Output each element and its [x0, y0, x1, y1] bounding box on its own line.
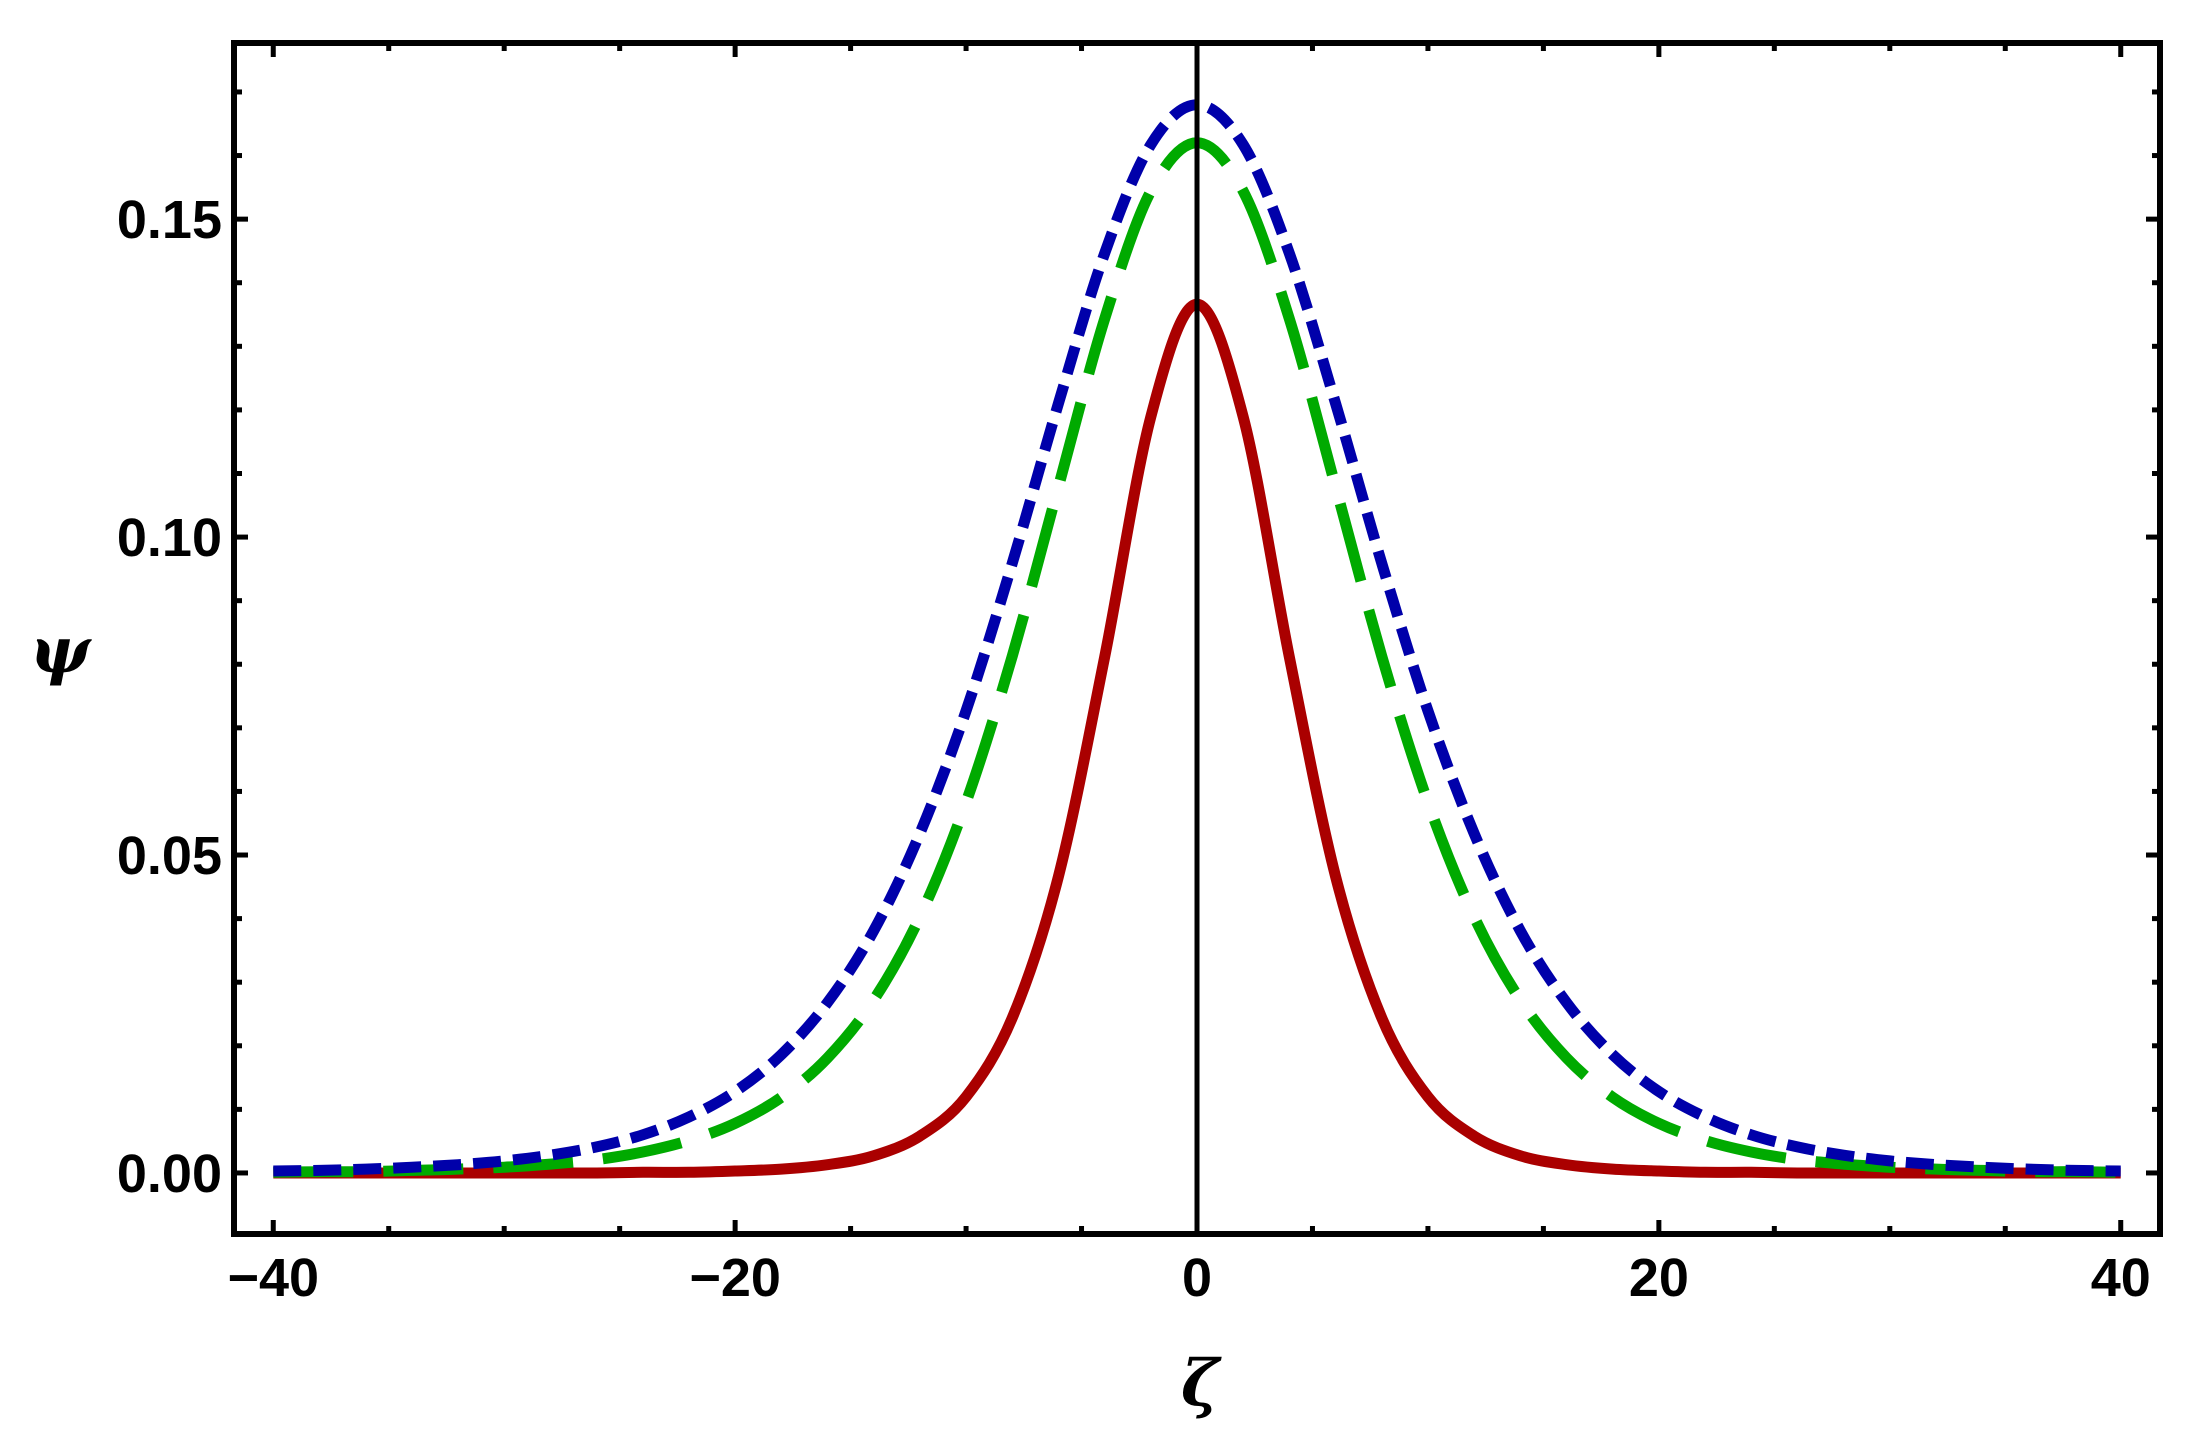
x-tick-label: −40: [227, 1248, 319, 1308]
x-tick-label: −20: [689, 1248, 781, 1308]
x-tick-label: 20: [1629, 1248, 1689, 1308]
y-tick-labels: 0.00 0.05 0.10 0.15: [117, 190, 222, 1204]
y-tick-label: 0.05: [117, 826, 222, 886]
y-tick-label: 0.00: [117, 1144, 222, 1204]
y-tick-label: 0.15: [117, 190, 222, 250]
x-axis-label: ζ: [1181, 1346, 1222, 1421]
plot-frame: [231, 40, 2163, 1237]
x-tick-labels: −40 −20 0 20 40: [227, 1248, 2150, 1308]
y-axis-label: ψ: [30, 613, 92, 688]
x-tick-label: 40: [2091, 1248, 2151, 1308]
x-tick-label: 0: [1182, 1248, 1212, 1308]
y-tick-label: 0.10: [117, 508, 222, 568]
